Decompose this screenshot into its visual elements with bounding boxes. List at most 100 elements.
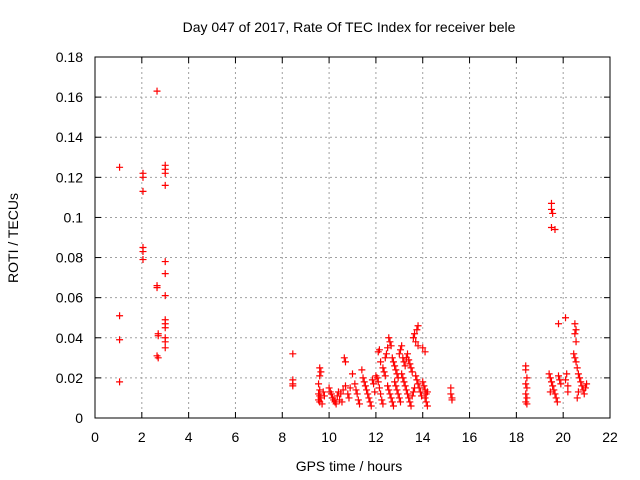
data-point bbox=[413, 326, 421, 334]
data-point bbox=[547, 223, 555, 231]
y-tick-label: 0.06 bbox=[56, 290, 83, 306]
data-point bbox=[552, 394, 560, 402]
data-point bbox=[358, 366, 366, 374]
data-point bbox=[365, 394, 373, 402]
data-point bbox=[523, 374, 531, 382]
x-axis-label: GPS time / hours bbox=[296, 458, 403, 474]
grid-lines bbox=[95, 57, 610, 418]
data-point bbox=[382, 350, 390, 358]
x-tick-label: 22 bbox=[602, 429, 618, 445]
data-point bbox=[412, 338, 420, 346]
data-point bbox=[387, 394, 395, 402]
data-point bbox=[414, 380, 422, 388]
data-point bbox=[289, 382, 297, 390]
x-tick-label: 8 bbox=[278, 429, 286, 445]
data-point bbox=[578, 382, 586, 390]
data-point bbox=[398, 342, 406, 350]
data-point bbox=[522, 380, 530, 388]
data-point bbox=[388, 354, 396, 362]
data-point bbox=[421, 394, 429, 402]
data-point bbox=[571, 354, 579, 362]
axis-ticks bbox=[94, 56, 611, 419]
data-point bbox=[551, 225, 559, 233]
data-point bbox=[553, 398, 561, 406]
data-point bbox=[549, 382, 557, 390]
data-point bbox=[139, 187, 147, 195]
y-tick-label: 0.18 bbox=[56, 49, 83, 65]
data-point bbox=[388, 398, 396, 406]
data-point bbox=[418, 392, 426, 400]
data-point bbox=[404, 390, 412, 398]
data-point bbox=[546, 374, 554, 382]
data-point bbox=[572, 358, 580, 366]
data-point bbox=[563, 370, 571, 378]
y-tick-label: 0.1 bbox=[64, 209, 84, 225]
data-point bbox=[549, 209, 557, 217]
data-point bbox=[398, 370, 406, 378]
data-point bbox=[412, 372, 420, 380]
data-point bbox=[448, 396, 456, 404]
data-point bbox=[139, 256, 147, 264]
data-point bbox=[116, 336, 124, 344]
data-point bbox=[378, 396, 386, 404]
y-tick-label: 0.12 bbox=[56, 169, 83, 185]
data-point bbox=[161, 292, 169, 300]
data-point bbox=[522, 390, 530, 398]
data-point bbox=[339, 386, 347, 394]
x-tick-label: 0 bbox=[91, 429, 99, 445]
data-point bbox=[344, 390, 352, 398]
data-point bbox=[161, 181, 169, 189]
data-point bbox=[375, 384, 383, 392]
data-point bbox=[421, 348, 429, 356]
data-point bbox=[392, 366, 400, 374]
data-point bbox=[395, 350, 403, 358]
data-point bbox=[546, 388, 554, 396]
data-point bbox=[341, 382, 349, 390]
data-point bbox=[384, 382, 392, 390]
data-point bbox=[577, 378, 585, 386]
data-point bbox=[317, 368, 325, 376]
data-point bbox=[325, 384, 333, 392]
data-point bbox=[154, 354, 162, 362]
data-point bbox=[116, 163, 124, 171]
data-point bbox=[394, 390, 402, 398]
data-point bbox=[332, 400, 340, 408]
data-point bbox=[423, 388, 431, 396]
x-tick-labels: 0 2 4 6 8 10 12 14 16 18 20 22 bbox=[91, 429, 618, 445]
data-point bbox=[316, 364, 324, 372]
data-point bbox=[352, 386, 360, 394]
data-point bbox=[545, 370, 553, 378]
data-point bbox=[550, 386, 558, 394]
data-point bbox=[400, 378, 408, 386]
x-tick-label: 20 bbox=[555, 429, 571, 445]
data-point bbox=[385, 334, 393, 342]
data-point bbox=[409, 334, 417, 342]
data-point bbox=[354, 396, 362, 404]
data-point bbox=[396, 346, 404, 354]
data-point bbox=[338, 398, 346, 406]
data-point bbox=[571, 330, 579, 338]
data-point bbox=[327, 390, 335, 398]
x-tick-label: 10 bbox=[321, 429, 337, 445]
data-point bbox=[405, 356, 413, 364]
data-point bbox=[161, 258, 169, 266]
x-tick-label: 6 bbox=[232, 429, 240, 445]
data-point bbox=[393, 386, 401, 394]
data-point bbox=[353, 390, 361, 398]
data-point bbox=[386, 338, 394, 346]
x-tick-label: 14 bbox=[415, 429, 431, 445]
data-point bbox=[408, 392, 416, 400]
data-point bbox=[379, 364, 387, 372]
data-point bbox=[367, 402, 375, 410]
data-point bbox=[420, 382, 428, 390]
data-point bbox=[395, 394, 403, 402]
data-point bbox=[375, 346, 383, 354]
data-point bbox=[564, 382, 572, 390]
data-point bbox=[414, 322, 422, 330]
data-point bbox=[523, 384, 531, 392]
data-point bbox=[341, 358, 349, 366]
x-tick-label: 4 bbox=[185, 429, 193, 445]
data-point bbox=[153, 87, 161, 95]
data-point bbox=[333, 392, 341, 400]
